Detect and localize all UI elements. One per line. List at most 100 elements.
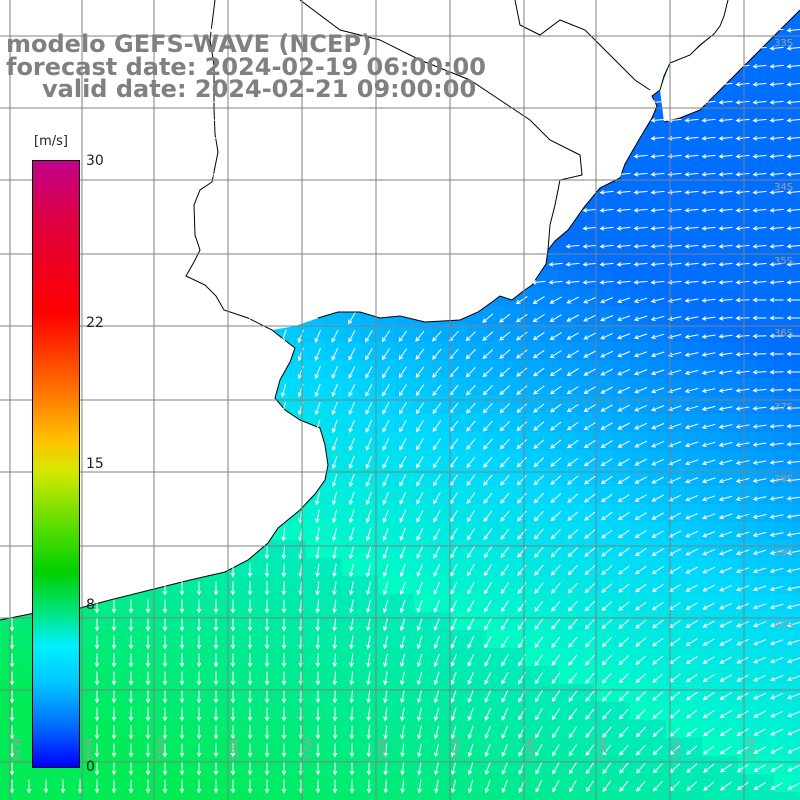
wind-arrow bbox=[617, 511, 630, 521]
wind-arrow bbox=[701, 388, 716, 393]
wind-arrow bbox=[242, 81, 257, 87]
wind-arrow bbox=[315, 599, 321, 614]
wind-arrow bbox=[515, 331, 528, 341]
wind-arrow bbox=[382, 491, 389, 505]
wind-arrow bbox=[466, 492, 476, 505]
wind-arrow bbox=[735, 243, 750, 249]
wind-arrow bbox=[293, 27, 308, 33]
wind-arrow bbox=[583, 314, 597, 322]
wind-arrow bbox=[769, 405, 784, 411]
wind-arrow bbox=[348, 509, 355, 524]
wind-arrow bbox=[718, 406, 733, 411]
wind-arrow bbox=[549, 421, 562, 431]
longitude-label: 54W bbox=[526, 737, 537, 760]
wind-arrow bbox=[619, 744, 629, 756]
wind-arrow bbox=[752, 45, 767, 51]
wind-arrow bbox=[566, 332, 579, 340]
wind-arrow bbox=[276, 45, 291, 51]
wind-arrow bbox=[786, 135, 800, 141]
wind-arrow bbox=[416, 527, 424, 541]
wind-arrow bbox=[213, 725, 219, 740]
wind-arrow bbox=[786, 225, 800, 231]
wind-arrow bbox=[400, 761, 405, 776]
wind-arrow bbox=[43, 779, 49, 794]
wind-arrow bbox=[617, 368, 631, 376]
wind-arrow bbox=[276, 117, 291, 123]
wind-arrow bbox=[484, 707, 492, 721]
wind-arrow bbox=[332, 653, 338, 668]
wind-arrow bbox=[600, 440, 613, 448]
wind-arrow bbox=[416, 599, 423, 614]
wind-arrow bbox=[769, 315, 784, 321]
wind-arrow bbox=[718, 81, 733, 87]
wind-arrow bbox=[786, 207, 800, 213]
wind-arrow bbox=[483, 564, 492, 577]
wind-arrow bbox=[293, 189, 308, 195]
wind-arrow bbox=[568, 654, 578, 666]
wind-arrow bbox=[752, 514, 767, 520]
wind-arrow bbox=[786, 586, 800, 592]
wind-arrow bbox=[225, 153, 240, 159]
wind-arrow bbox=[569, 780, 577, 793]
wind-arrow bbox=[499, 313, 511, 323]
wind-arrow bbox=[162, 779, 168, 794]
wind-arrow bbox=[617, 529, 630, 539]
wind-arrow bbox=[484, 761, 491, 776]
wind-arrow bbox=[416, 689, 423, 704]
wind-arrow bbox=[382, 366, 390, 379]
wind-arrow bbox=[718, 297, 733, 303]
wind-arrow bbox=[315, 545, 320, 560]
wind-arrow bbox=[599, 243, 614, 249]
wind-arrow bbox=[769, 27, 784, 33]
wind-arrow bbox=[466, 528, 475, 541]
wind-arrow bbox=[601, 565, 613, 575]
wind-arrow bbox=[263, 293, 270, 308]
wind-arrow bbox=[600, 386, 614, 394]
wind-arrow bbox=[684, 225, 699, 231]
wind-arrow bbox=[247, 653, 253, 668]
wind-arrow bbox=[365, 383, 373, 397]
wind-arrow bbox=[633, 153, 648, 159]
wind-arrow bbox=[416, 635, 423, 650]
wind-arrow bbox=[349, 581, 354, 596]
longitude-label: 56W bbox=[378, 737, 389, 760]
wind-arrow bbox=[533, 528, 544, 540]
wind-arrow bbox=[552, 726, 560, 739]
wind-arrow bbox=[635, 619, 647, 629]
wind-arrow bbox=[433, 474, 441, 487]
wind-arrow bbox=[208, 261, 223, 267]
wind-arrow bbox=[128, 779, 134, 794]
wind-arrow bbox=[770, 746, 784, 754]
wind-arrow bbox=[686, 727, 698, 737]
wind-arrow bbox=[9, 617, 15, 632]
wind-arrow bbox=[332, 563, 337, 578]
wind-arrow bbox=[467, 725, 474, 740]
wind-arrow bbox=[667, 189, 682, 195]
wind-arrow bbox=[348, 437, 355, 451]
wind-arrow bbox=[366, 635, 371, 650]
wind-arrow bbox=[752, 99, 767, 105]
wind-arrow bbox=[229, 293, 236, 308]
wind-arrow bbox=[735, 478, 750, 484]
wind-arrow bbox=[259, 45, 274, 51]
wind-arrow bbox=[684, 423, 699, 430]
wind-arrow bbox=[701, 495, 716, 502]
wind-arrow bbox=[145, 761, 151, 776]
wind-arrow bbox=[602, 726, 612, 738]
wind-arrow bbox=[718, 135, 733, 141]
wind-arrow bbox=[769, 153, 784, 159]
wind-arrow bbox=[616, 225, 631, 231]
wind-arrow bbox=[230, 617, 236, 632]
wind-arrow bbox=[602, 780, 612, 793]
wind-arrow bbox=[736, 674, 750, 682]
wind-arrow bbox=[467, 653, 475, 667]
wind-arrow bbox=[599, 189, 614, 195]
wind-arrow bbox=[650, 405, 665, 412]
wind-arrow bbox=[128, 689, 134, 704]
wind-arrow bbox=[315, 509, 320, 524]
longitude-label: 53W bbox=[598, 737, 609, 760]
wind-arrow bbox=[701, 135, 716, 141]
wind-arrow bbox=[417, 779, 422, 794]
wind-arrow bbox=[416, 671, 423, 686]
wind-arrow bbox=[585, 672, 595, 684]
